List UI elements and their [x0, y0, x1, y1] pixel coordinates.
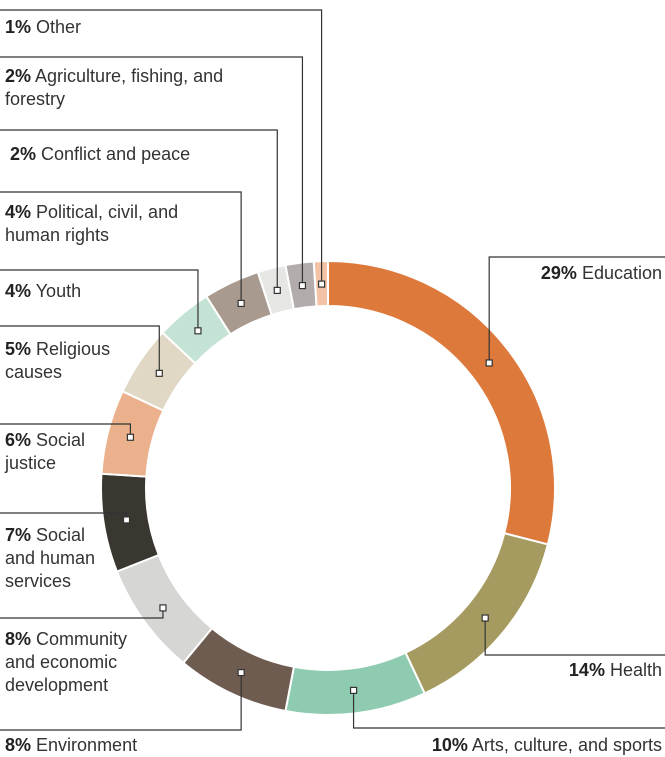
leader-marker — [122, 516, 131, 524]
category-label: Social justice — [5, 430, 86, 473]
slice-label: 8% Community and economic development — [5, 628, 160, 697]
slice-label: 14% Health — [569, 659, 662, 682]
leader-line — [0, 269, 199, 331]
leader-marker — [194, 327, 202, 335]
value-label: 5% — [5, 339, 32, 359]
category-label: Education — [581, 263, 662, 283]
category-label: Youth — [35, 281, 82, 301]
leader-marker — [349, 686, 358, 694]
slice-label: 7% Social and human services — [5, 524, 120, 593]
category-label: Environment — [36, 735, 138, 755]
donut-segment — [284, 651, 426, 716]
category-label: Political, civil, and human rights — [5, 202, 179, 245]
category-label: Conflict and peace — [41, 144, 191, 164]
category-label: Social and human services — [5, 525, 96, 591]
slice-label: 1% Other — [5, 16, 81, 39]
value-label: 14% — [568, 660, 605, 680]
slice-label: 4% Youth — [5, 280, 81, 303]
value-label: 8% — [5, 735, 32, 755]
leader-marker — [485, 359, 493, 367]
category-label: Agriculture, fishing, and forestry — [5, 66, 224, 109]
value-label: 8% — [5, 629, 32, 649]
leader-marker — [155, 369, 163, 377]
donut-segment — [404, 532, 550, 695]
value-label: 4% — [5, 281, 32, 301]
slice-label: 2% Conflict and peace — [10, 143, 190, 166]
leader-marker — [298, 282, 307, 290]
value-label: 2% — [10, 144, 37, 164]
leader-line — [484, 618, 665, 656]
category-label: Arts, culture, and sports — [471, 735, 662, 755]
donut-segment — [327, 259, 556, 546]
leader-line — [0, 672, 242, 731]
leader-line — [0, 129, 278, 291]
slice-label: 5% Religious causes — [5, 338, 135, 384]
value-label: 7% — [5, 525, 32, 545]
leader-line — [0, 423, 132, 438]
leader-line — [0, 325, 160, 374]
leader-marker — [237, 299, 245, 308]
leader-marker — [273, 286, 281, 295]
leader-line — [352, 690, 665, 729]
value-label: 4% — [5, 202, 32, 222]
leader-line — [488, 256, 665, 363]
category-label: Community and economic development — [5, 629, 128, 695]
leader-line — [0, 9, 323, 285]
slice-label: 6% Social justice — [5, 429, 105, 475]
leader-line — [0, 191, 242, 304]
slice-label: 4% Political, civil, and human rights — [5, 201, 220, 247]
leader-marker — [237, 668, 245, 677]
category-label: Other — [36, 17, 82, 37]
slice-label: 8% Environment — [5, 734, 137, 757]
value-label: 2% — [5, 66, 32, 86]
leader-line — [0, 56, 304, 286]
category-label: Religious causes — [5, 339, 111, 382]
leader-marker — [317, 280, 326, 288]
leader-marker — [126, 433, 135, 441]
value-label: 1% — [5, 17, 32, 37]
slice-label: 2% Agriculture, fishing, and forestry — [5, 65, 225, 111]
value-label: 29% — [540, 263, 577, 283]
leader-marker — [481, 614, 489, 622]
slice-label: 29% Education — [541, 262, 662, 285]
leader-marker — [159, 604, 167, 612]
value-label: 10% — [431, 735, 468, 755]
slice-label: 10% Arts, culture, and sports — [432, 734, 662, 757]
category-label: Health — [609, 660, 662, 680]
value-label: 6% — [5, 430, 32, 450]
